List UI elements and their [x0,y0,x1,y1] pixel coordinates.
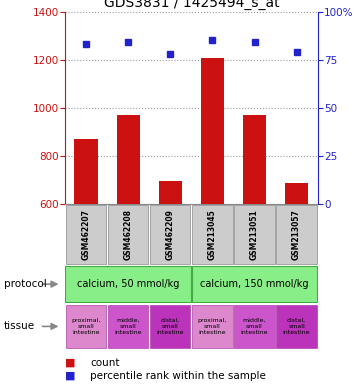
Bar [234,205,275,264]
Bar [108,205,148,264]
Text: distal,
small
intestine: distal, small intestine [283,318,310,335]
Title: GDS3831 / 1425494_s_at: GDS3831 / 1425494_s_at [104,0,279,10]
Bar [201,58,224,204]
Text: percentile rank within the sample: percentile rank within the sample [90,371,266,381]
Bar [66,305,106,348]
Bar [243,115,266,204]
Bar [117,115,140,204]
Bar [277,305,317,348]
Bar [277,205,317,264]
Text: GSM462207: GSM462207 [82,209,91,260]
Bar [192,205,232,264]
Text: distal,
small
intestine: distal, small intestine [157,318,184,335]
Text: GSM213051: GSM213051 [250,209,259,260]
Text: GSM462208: GSM462208 [124,209,132,260]
Text: calcium, 150 mmol/kg: calcium, 150 mmol/kg [200,279,309,289]
Bar [159,181,182,204]
Bar [108,305,148,348]
Bar [150,205,191,264]
Bar [66,205,106,264]
Text: proximal,
small
intestine: proximal, small intestine [198,318,227,335]
Bar [192,266,317,302]
Text: proximal,
small
intestine: proximal, small intestine [71,318,101,335]
Bar [192,305,232,348]
Bar [65,266,191,302]
Text: GSM213057: GSM213057 [292,209,301,260]
Text: tissue: tissue [4,321,35,331]
Bar [150,305,191,348]
Text: protocol: protocol [4,279,46,289]
Bar [285,183,308,204]
Text: middle,
small
intestine: middle, small intestine [114,318,142,335]
Text: ■: ■ [65,371,75,381]
Text: GSM213045: GSM213045 [208,209,217,260]
Text: GSM462209: GSM462209 [166,209,175,260]
Text: ■: ■ [65,358,75,368]
Text: calcium, 50 mmol/kg: calcium, 50 mmol/kg [77,279,179,289]
Text: count: count [90,358,120,368]
Text: middle,
small
intestine: middle, small intestine [241,318,268,335]
Bar [74,139,97,204]
Bar [234,305,275,348]
